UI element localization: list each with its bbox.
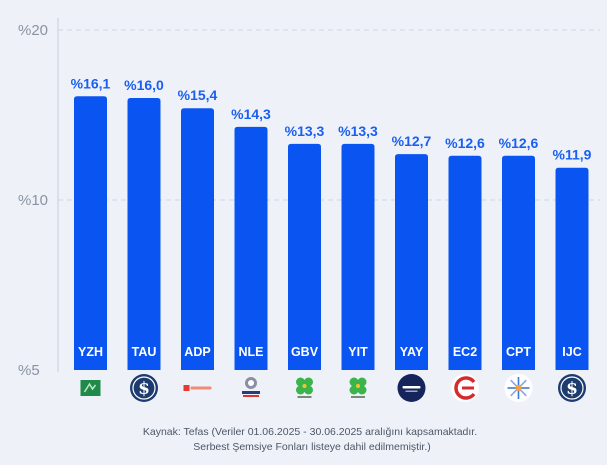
logo-shape [83,382,97,393]
data-label: %16,1 [71,75,111,91]
category-label: CPT [506,345,531,359]
logo-shape: $ [138,379,150,399]
bank-green-icon [80,380,101,396]
category-label: YAY [400,345,424,359]
data-label: %12,7 [392,133,432,149]
data-label: %12,6 [445,135,485,151]
nurol-icon [242,377,260,397]
logo-shape [560,376,584,400]
logo-shape [357,377,367,387]
logo-shape [297,396,312,398]
category-label: ADP [184,345,210,359]
data-label: %15,4 [178,87,218,103]
logo-shape [304,385,313,395]
y-tick-label: %10 [18,192,48,209]
bar [341,143,375,370]
logo-shape [357,385,367,395]
logo-shape [405,390,418,392]
data-label: %13,3 [338,123,378,139]
bar [448,155,482,370]
fund-logos: $ $ [80,374,586,402]
logo-shape [80,380,101,396]
portfolio-red-icon [183,385,212,391]
data-label: %13,3 [285,123,325,139]
clover-icon [349,377,367,398]
red-arc-icon [451,374,479,402]
logo-shape [183,385,190,391]
logo-shape [242,391,260,394]
logo-shape [462,386,474,390]
logo-shape [402,386,421,389]
category-label: EC2 [453,345,477,359]
category-label: GBV [291,345,319,359]
dollar-circle-icon: $ [130,374,158,402]
data-label: %16,0 [124,77,164,93]
category-label: YIT [348,345,368,359]
logo-shape [454,376,476,400]
logo-shape [349,377,359,387]
logo-shape [304,377,313,387]
logo-shape [515,385,522,391]
bar [127,98,161,370]
logo-shape [130,374,158,402]
logo-shape [351,396,365,398]
logo-shape [296,377,305,387]
logo-shape [132,376,156,400]
category-label: TAU [132,345,157,359]
grid: %5 %10 %20 [18,18,600,379]
y-tick-label: %5 [18,362,40,379]
category-label: YZH [78,345,103,359]
data-label: %11,9 [553,147,592,163]
bar [234,126,268,371]
source-line-1: Kaynak: Tefas (Veriler 01.06.2025 - 30.0… [143,426,477,438]
logo-shape: $ [566,379,578,399]
logo-shape [558,374,586,402]
data-label: %14,3 [231,106,271,122]
bars: %16,1 YZH %16,0 TAU %15,4 ADP %14,3 NLE %13,3 GBV… [71,75,592,371]
y-tick-label: %20 [18,22,48,39]
logo-shape [190,386,212,390]
logo-shape [248,380,254,386]
star-compass-icon [504,374,533,402]
logo-shape [243,395,259,397]
bar [395,154,428,370]
data-label: %12,6 [499,135,539,151]
clover-icon [296,377,313,398]
navy-circle-icon [397,374,426,402]
category-label: IJC [562,345,581,359]
bar [288,143,321,370]
logo-shape [356,384,360,388]
category-label: NLE [239,345,264,359]
logo-shape [349,385,359,395]
logo-shape [302,384,307,388]
bar [555,167,589,370]
logo-shape [296,385,305,395]
bar [181,108,214,370]
dollar-circle-icon: $ [558,374,586,402]
bar [74,96,107,371]
source-line-2: Serbest Şemsiye Fonları listeye dahil ed… [193,441,431,453]
bar [502,155,535,370]
